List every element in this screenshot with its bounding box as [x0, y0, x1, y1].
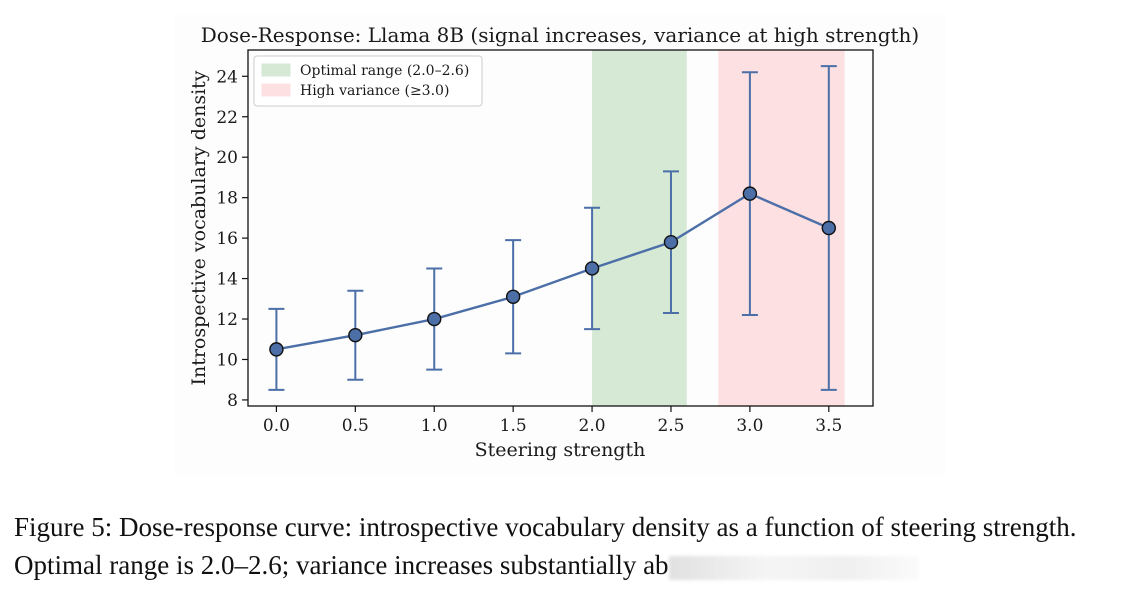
legend: Optimal range (2.0–2.6) High variance (≥3…	[253, 55, 483, 107]
data-point	[663, 234, 679, 250]
shaded-spans	[592, 50, 845, 406]
y-tick-label: 18	[216, 189, 238, 209]
chart-title: Dose-Response: Llama 8B (signal increase…	[201, 23, 919, 47]
x-tick-label: 1.5	[500, 416, 527, 436]
caption-obscured-region	[668, 555, 919, 580]
legend-swatch-1	[261, 83, 291, 97]
data-point	[584, 261, 600, 276]
legend-label-0: Optimal range (2.0–2.6)	[300, 63, 469, 79]
x-tick-label: 2.5	[657, 416, 684, 436]
x-axis-label: Steering strength	[475, 439, 646, 461]
x-tick-label: 0.5	[342, 416, 369, 436]
y-axis-ticks: 8 10 12 14 16 18 20 22 24	[216, 67, 248, 411]
y-tick-label: 16	[216, 229, 238, 249]
data-point	[821, 220, 837, 236]
series-line	[276, 192, 830, 351]
series-line-layer	[276, 192, 830, 351]
dose-response-chart: Dose-Response: Llama 8B (signal increase…	[188, 23, 919, 461]
y-tick-label: 8	[227, 391, 238, 411]
x-tick-label: 2.0	[579, 416, 606, 436]
data-point	[427, 311, 442, 327]
figure-caption: Figure 5: Dose-response curve: introspec…	[14, 508, 1124, 584]
caption-text: Figure 5: Dose-response curve: introspec…	[14, 512, 1077, 580]
legend-label-1: High variance (≥3.0)	[300, 83, 449, 99]
y-tick-label: 20	[216, 148, 238, 168]
x-tick-label: 3.5	[815, 416, 842, 436]
y-tick-label: 14	[216, 270, 238, 290]
x-tick-label: 0.0	[263, 416, 290, 436]
data-point	[505, 289, 521, 304]
y-tick-label: 22	[216, 108, 238, 128]
legend-box	[253, 55, 483, 107]
data-point	[742, 186, 758, 201]
axes-frame	[247, 49, 874, 407]
figure: Dose-Response: Llama 8B (signal increase…	[175, 15, 945, 475]
legend-swatch-0	[261, 63, 291, 77]
x-axis-ticks: 0.0 0.5 1.0 1.5 2.0 2.5 3.0 3.5	[263, 406, 842, 436]
data-point	[269, 342, 284, 357]
data-markers	[269, 186, 837, 357]
x-tick-label: 3.0	[736, 416, 763, 436]
x-tick-label: 1.0	[421, 416, 448, 436]
shaded-span-0	[592, 50, 687, 406]
y-tick-label: 10	[216, 350, 238, 370]
y-tick-label: 12	[216, 310, 238, 330]
data-point	[348, 328, 363, 343]
y-axis-label: Introspective vocabulary density	[188, 70, 210, 385]
y-tick-label: 24	[216, 67, 238, 87]
